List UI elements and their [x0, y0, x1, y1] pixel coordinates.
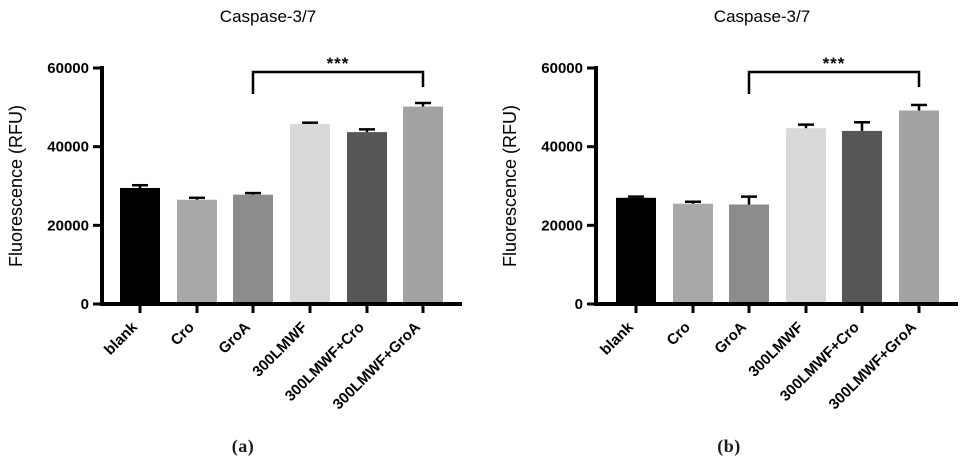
- bar-300LMWF+GroA: [899, 110, 939, 304]
- bar-300LMWF+Cro: [347, 132, 387, 304]
- bar-chart-b: Caspase-3/7 Fluorescence (RFU) 0 20000 40000…: [500, 7, 958, 413]
- y-axis-label: Fluorescence (RFU): [500, 105, 520, 267]
- chart-title: Caspase-3/7: [220, 7, 316, 26]
- significance-bracket: [251, 70, 425, 94]
- x-tick-label-GroA: GroA: [215, 319, 254, 358]
- bar-Cro: [673, 203, 713, 304]
- panel-b: Caspase-3/7 Fluorescence (RFU) 0 20000 40000…: [486, 0, 972, 468]
- y-tick-label: 60000: [541, 60, 583, 77]
- y-tick-label: 0: [81, 296, 89, 313]
- bar-chart-a: Caspase-3/7 Fluorescence (RFU) 0 20000 40000…: [6, 7, 462, 413]
- chart-title: Caspase-3/7: [714, 7, 810, 26]
- y-tick-label: 20000: [47, 217, 89, 234]
- bar-300LMWF: [290, 123, 330, 304]
- y-tick-label: 40000: [541, 139, 583, 156]
- x-tick-label-Cro: Cro: [168, 319, 198, 349]
- significance-label: ***: [823, 54, 846, 73]
- significance-label: ***: [327, 54, 350, 73]
- bar-GroA: [233, 194, 273, 304]
- y-tick-label: 40000: [47, 139, 89, 156]
- bar-GroA: [729, 204, 769, 304]
- bar-300LMWF+Cro: [842, 130, 882, 304]
- significance-bracket: [747, 70, 921, 94]
- bar-300LMWF: [786, 128, 826, 304]
- x-tick-label-blank: blank: [101, 318, 141, 358]
- panel-b-caption: (b): [717, 436, 741, 456]
- bar-blank: [616, 197, 656, 304]
- bar-300LMWF+GroA: [403, 106, 443, 305]
- x-tick-label-300LMWF: 300LMWF: [249, 319, 311, 381]
- x-tick-label-Cro: Cro: [664, 319, 694, 349]
- bar-Cro: [177, 199, 217, 304]
- x-tick-label-GroA: GroA: [711, 319, 750, 358]
- panel-a-caption: (a): [231, 436, 255, 456]
- x-tick-label-blank: blank: [597, 318, 637, 358]
- y-tick-label: 0: [575, 296, 583, 313]
- bar-blank: [120, 187, 160, 304]
- y-tick-label: 20000: [541, 217, 583, 234]
- panel-a: Caspase-3/7 Fluorescence (RFU) 0 20000 40000…: [0, 0, 486, 468]
- y-axis-label: Fluorescence (RFU): [6, 105, 26, 267]
- y-tick-label: 60000: [47, 60, 89, 77]
